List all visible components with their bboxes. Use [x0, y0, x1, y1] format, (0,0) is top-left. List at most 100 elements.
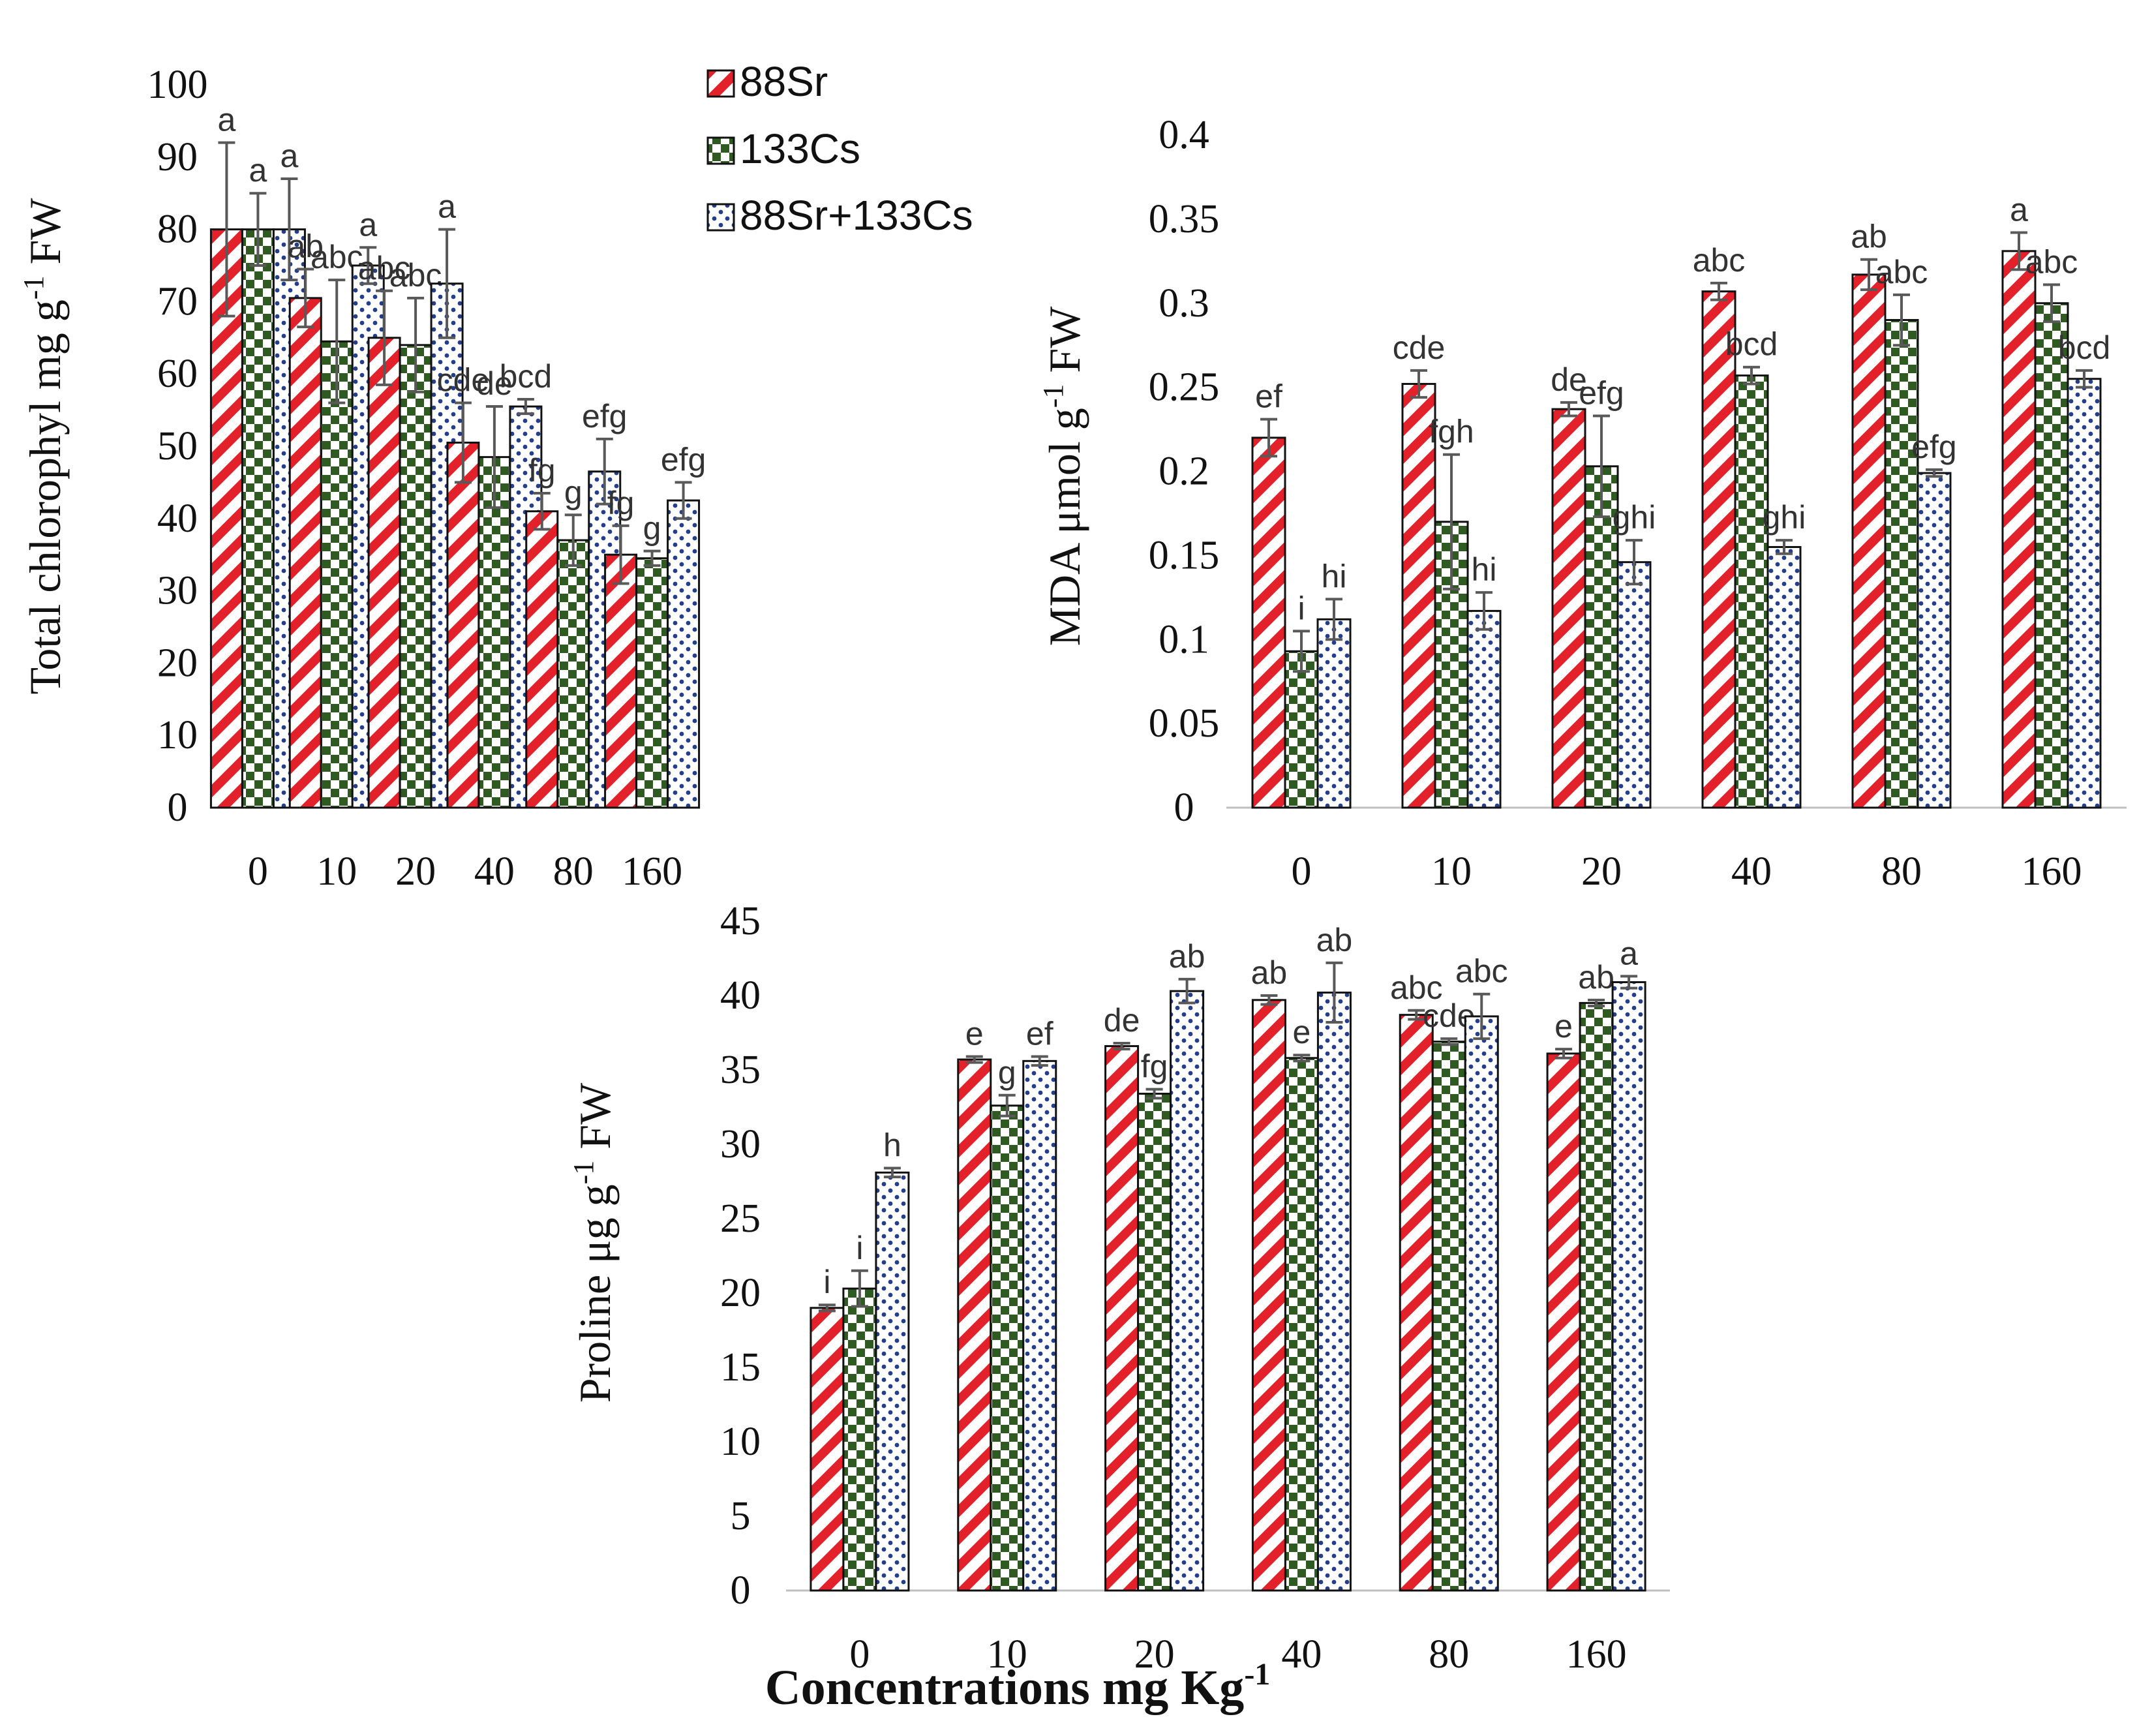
mda-chart: MDA μmol g-1 FW 0 0.05 0.1 0.15 0.2 0.25 0.3 0.3…: [1037, 113, 2127, 894]
pro-significance-letter: ab: [1169, 938, 1205, 975]
chl-category-label: 10: [316, 849, 357, 894]
pro-significance-letter: i: [856, 1230, 863, 1266]
chl-bar-133cs-10: [320, 340, 354, 809]
chl-y-axis-label-sup: -1: [18, 276, 50, 300]
pro-bar-133cs-80: [1431, 1041, 1466, 1592]
chl-bar-133cs-80: [556, 539, 590, 809]
mda-bar-133cs-160: [2034, 302, 2069, 809]
pro-bar-133cs-40: [1284, 1057, 1319, 1592]
pro-bar-88sr-160: [1546, 1052, 1581, 1592]
chl-category-label: 80: [553, 849, 594, 894]
pro-category-label: 40: [1281, 1632, 1322, 1677]
mda-category-label: 80: [1881, 849, 1922, 894]
mda-y-tick-label: 0.3: [1159, 281, 1209, 326]
chl-significance-letter: g: [564, 474, 583, 510]
chl-bar-88sr-10: [288, 297, 322, 809]
mda-bar-88sr-0: [1251, 436, 1286, 809]
pro-y-tick-label: 30: [720, 1122, 761, 1166]
chl-significance-letter: efg: [582, 398, 628, 434]
pro-significance-letter: g: [998, 1054, 1016, 1091]
pro-category-label: 160: [1566, 1632, 1627, 1677]
pro-significance-letter: e: [1554, 1008, 1573, 1044]
mda-significance-letter: ghi: [1763, 499, 1806, 536]
pro-significance-letter: fg: [1141, 1048, 1168, 1085]
chl-category-label: 40: [474, 849, 515, 894]
pro-bar-88sr-40: [1251, 999, 1286, 1592]
mda-bar-88sr-80: [1851, 273, 1887, 809]
pro-significance-letter: h: [883, 1127, 902, 1163]
pro-bar-combo-80: [1464, 1015, 1499, 1592]
mda-y-axis-label-main: MDA μmol g: [1040, 408, 1089, 646]
mda-significance-letter: efg: [1911, 429, 1957, 465]
pro-y-axis-label-unit: FW: [570, 1082, 620, 1161]
chl-y-tick-label: 20: [157, 641, 198, 685]
pro-y-tick-label: 10: [720, 1420, 761, 1464]
pro-bar-133cs-160: [1579, 1001, 1614, 1592]
mda-bar-133cs-20: [1584, 465, 1619, 809]
mda-bar-combo-10: [1466, 609, 1502, 809]
chl-category-label: 20: [395, 849, 436, 894]
chl-bar-88sr-40: [446, 441, 480, 809]
pro-significance-letter: ab: [1578, 959, 1614, 996]
mda-significance-letter: fgh: [1429, 414, 1474, 450]
pro-y-tick-label: 0: [731, 1568, 751, 1613]
pro-significance-letter: abc: [1390, 969, 1443, 1006]
mda-y-axis-label-sup: -1: [1037, 384, 1069, 408]
pro-y-tick-label: 40: [720, 973, 761, 1018]
chl-significance-letter: abc: [358, 250, 411, 286]
pro-y-tick-label: 5: [731, 1494, 751, 1538]
pro-bar-88sr-10: [957, 1058, 992, 1592]
chlorophyll-chart: Total chlorophyl mg g-1 FW 0 10 20 30 40 50 60 7…: [18, 63, 706, 894]
pro-significance-letter: e: [965, 1015, 984, 1052]
chl-significance-letter: a: [218, 102, 236, 138]
chl-y-tick-label: 0: [168, 785, 188, 830]
mda-y-axis-label: MDA μmol g-1 FW: [1037, 306, 1089, 647]
chl-bar-combo-160: [667, 499, 701, 809]
mda-significance-letter: i: [1297, 590, 1305, 626]
legend: 88Sr 133Cs 88Sr+133Cs: [706, 58, 973, 239]
mda-y-tick-label: 0: [1174, 785, 1194, 830]
mda-bar-combo-20: [1616, 561, 1652, 809]
mda-category-label: 0: [1292, 849, 1312, 894]
pro-bar-133cs-0: [842, 1287, 877, 1592]
mda-y-tick-label: 0.1: [1159, 617, 1209, 662]
pro-significance-letter: a: [1620, 935, 1638, 971]
mda-bar-combo-0: [1316, 618, 1352, 809]
chl-y-tick-label: 100: [147, 63, 208, 107]
chl-y-axis-label-main: Total chlorophyl mg g: [20, 299, 70, 694]
pro-bar-combo-40: [1316, 991, 1352, 1592]
mda-y-tick-label: 0.35: [1149, 197, 1220, 241]
legend-label-133cs: 133Cs: [740, 125, 860, 172]
x-axis-title: Concentrations mg Kg-1: [765, 1657, 1271, 1715]
pro-y-tick-label: 15: [720, 1345, 761, 1390]
pro-bar-88sr-20: [1104, 1045, 1140, 1592]
x-axis-title-sup: -1: [1244, 1657, 1270, 1692]
chl-category-label: 0: [248, 849, 268, 894]
mda-significance-letter: ghi: [1613, 499, 1656, 536]
mda-category-label: 20: [1581, 849, 1622, 894]
chl-significance-letter: de: [476, 365, 513, 402]
chl-y-tick-label: 90: [157, 135, 198, 179]
pro-significance-letter: abc: [1455, 953, 1508, 990]
chl-significance-letter: bcd: [500, 358, 553, 395]
mda-y-tick-label: 0.25: [1149, 365, 1220, 410]
mda-bar-88sr-20: [1551, 408, 1586, 809]
mda-significance-letter: de: [1551, 361, 1587, 398]
chl-bar-88sr-160: [604, 553, 638, 809]
mda-significance-letter: abc: [1693, 242, 1746, 279]
mda-bar-88sr-10: [1401, 382, 1436, 809]
chl-significance-letter: a: [280, 138, 299, 174]
pro-significance-letter: ef: [1026, 1015, 1053, 1052]
mda-bar-88sr-40: [1701, 290, 1736, 809]
pro-bar-88sr-80: [1399, 1014, 1434, 1592]
legend-swatch-88sr: [706, 69, 735, 98]
pro-y-tick-label: 25: [720, 1196, 761, 1241]
mda-bar-combo-40: [1766, 545, 1802, 809]
mda-y-axis-label-unit: FW: [1040, 306, 1089, 384]
mda-significance-letter: abc: [2025, 243, 2078, 280]
mda-significance-letter: a: [2010, 191, 2028, 228]
chl-significance-letter: fg: [528, 452, 556, 489]
chl-significance-letter: g: [643, 510, 661, 547]
chl-category-label: 160: [622, 849, 682, 894]
